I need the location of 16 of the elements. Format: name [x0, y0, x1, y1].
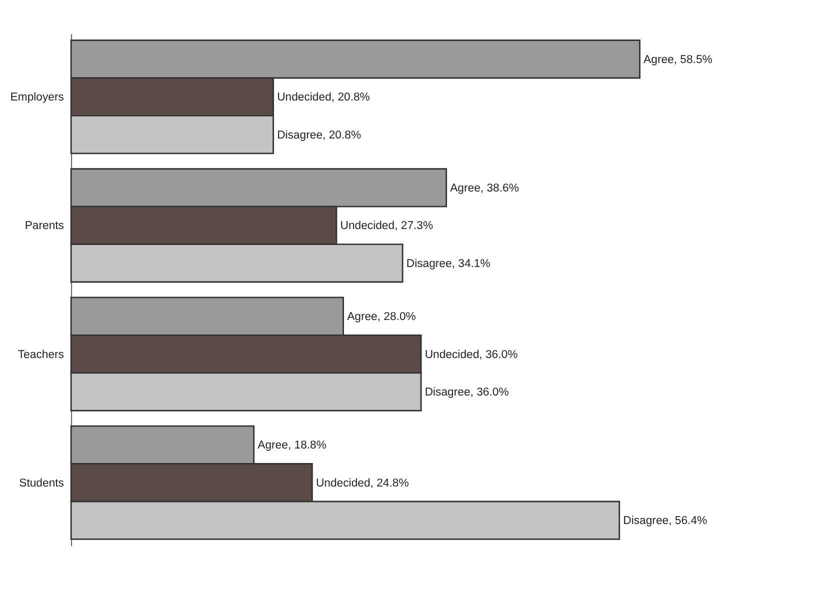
y-tick-label: Teachers	[18, 348, 64, 361]
y-tick-label: Employers	[10, 92, 64, 104]
data-label: Undecided, 36.0%	[424, 348, 518, 361]
data-label: Undecided, 24.8%	[316, 477, 409, 490]
y-tick-label: Parents	[24, 220, 64, 232]
data-label: Undecided, 27.3%	[340, 220, 434, 232]
data-label: Disagree, 20.8%	[277, 129, 362, 142]
data-label: Disagree, 56.4%	[623, 515, 708, 528]
data-label: Agree, 38.6%	[450, 182, 519, 195]
data-label: Undecided, 20.8%	[277, 92, 370, 104]
data-label: Disagree, 34.1%	[406, 258, 490, 270]
data-label: Agree, 58.5%	[644, 54, 712, 66]
data-label: Disagree, 36.0%	[424, 386, 509, 399]
y-tick-label: Students	[19, 477, 64, 490]
data-label: Agree, 18.8%	[258, 440, 326, 452]
data-label: Agree, 28.0%	[347, 311, 416, 324]
